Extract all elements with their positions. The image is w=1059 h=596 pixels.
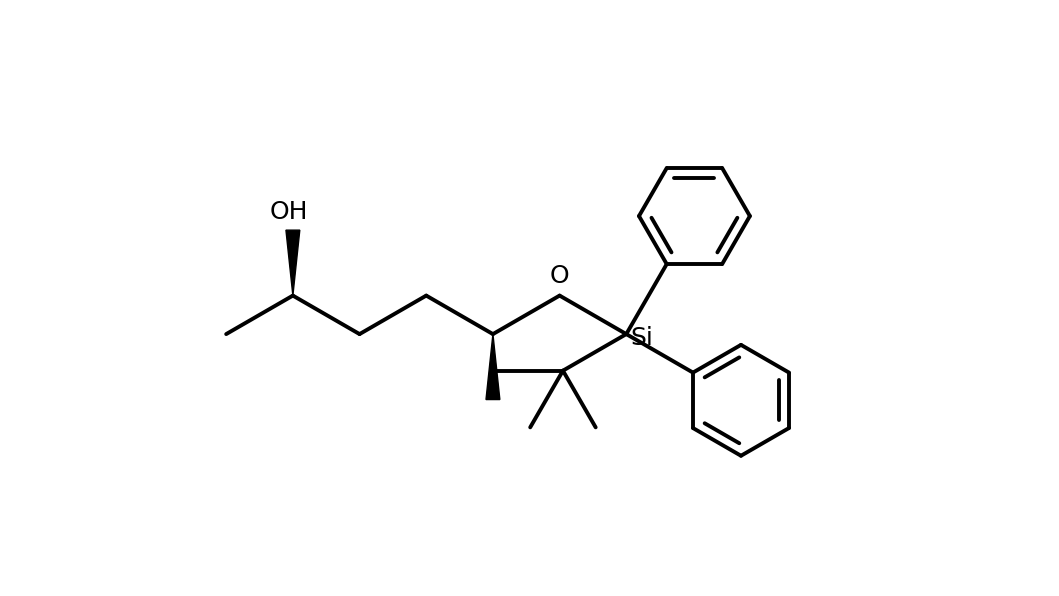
- Text: O: O: [550, 264, 570, 288]
- Polygon shape: [286, 230, 300, 296]
- Text: Si: Si: [630, 326, 653, 350]
- Text: OH: OH: [270, 200, 308, 224]
- Polygon shape: [486, 334, 500, 399]
